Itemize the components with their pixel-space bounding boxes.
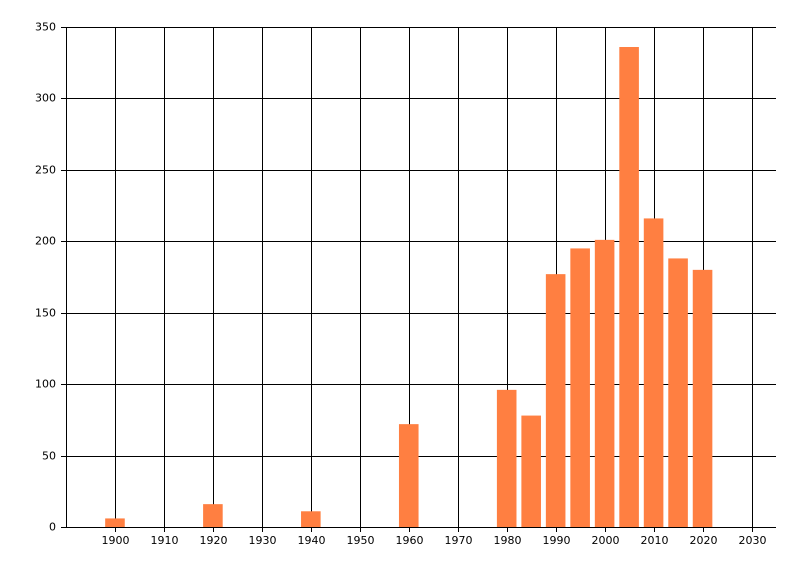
y-tick-label: 350 — [35, 21, 56, 34]
y-tick-label: 0 — [49, 521, 56, 534]
y-tick-label: 50 — [42, 450, 56, 463]
bar — [545, 274, 566, 527]
x-tick-label: 2020 — [690, 534, 718, 547]
y-tick-label: 300 — [35, 92, 56, 105]
bar — [692, 269, 713, 527]
x-tick-label: 2030 — [739, 534, 767, 547]
bar — [570, 248, 590, 527]
bar — [594, 239, 615, 527]
bar — [668, 258, 688, 527]
y-tick-label: 100 — [35, 378, 56, 391]
x-tick-label: 1980 — [494, 534, 522, 547]
x-tick-label: 1940 — [298, 534, 326, 547]
x-tick-label: 1920 — [200, 534, 228, 547]
x-tick-label: 1990 — [543, 534, 571, 547]
x-tick-label: 1930 — [249, 534, 277, 547]
bar — [398, 424, 419, 527]
bar — [496, 389, 517, 527]
x-tick-label: 2010 — [641, 534, 669, 547]
bar — [521, 415, 541, 527]
y-tick-label: 150 — [35, 307, 56, 320]
bar — [203, 504, 223, 527]
bar — [105, 518, 125, 527]
x-tick-label: 2000 — [592, 534, 620, 547]
y-tick-label: 200 — [35, 235, 56, 248]
x-tick-label: 1900 — [102, 534, 130, 547]
bar — [301, 511, 321, 527]
x-tick-label: 1950 — [347, 534, 375, 547]
bar — [643, 218, 664, 527]
bar — [619, 47, 639, 527]
x-tick-label: 1970 — [445, 534, 473, 547]
x-tick-label: 1910 — [151, 534, 179, 547]
x-tick-label: 1960 — [396, 534, 424, 547]
y-tick-label: 250 — [35, 164, 56, 177]
